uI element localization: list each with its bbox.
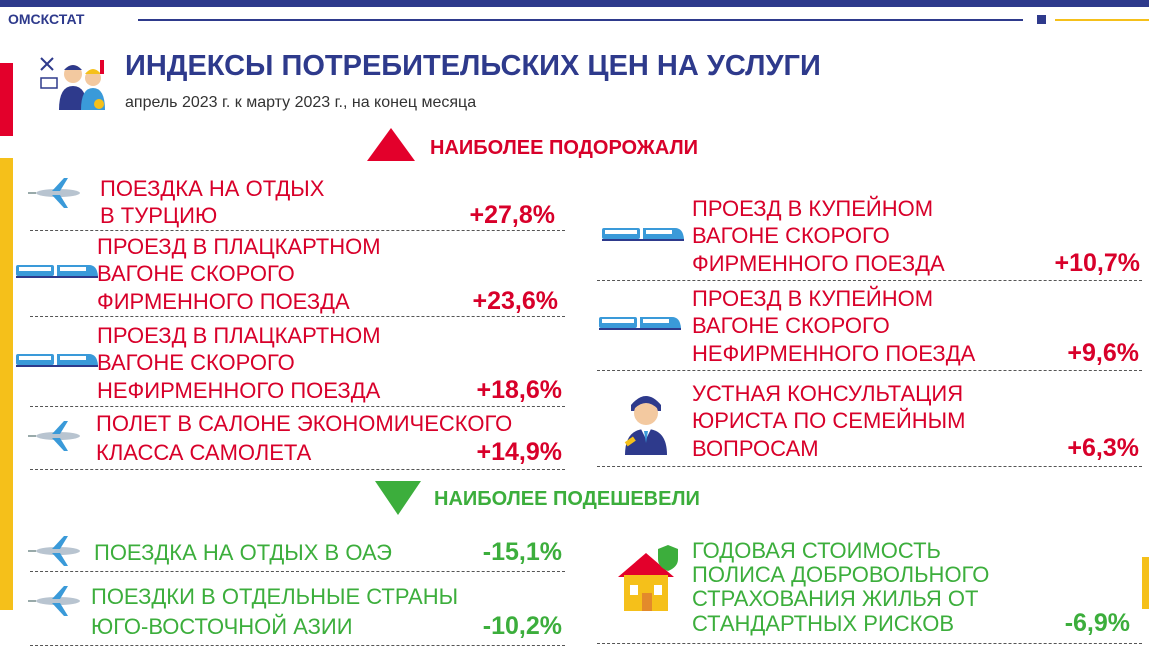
item-label: ПРОЕЗД В КУПЕЙНОМ (692, 286, 934, 311)
train-icon (599, 317, 681, 330)
item-label: УСТНАЯ КОНСУЛЬТАЦИЯ (692, 381, 964, 406)
item-label: ВОПРОСАМ (692, 436, 819, 461)
item-label: В ТУРЦИЮ (100, 203, 218, 228)
row-divider (597, 370, 1142, 371)
header-square (1037, 15, 1046, 24)
item-label: ПОЛЕТ В САЛОНЕ ЭКОНОМИЧЕСКОГО (96, 411, 513, 436)
item-value: +14,9% (476, 438, 563, 466)
item-label: ГОДОВАЯ СТОИМОСТЬ (692, 538, 941, 563)
item-label: ВАГОНЕ СКОРОГО (97, 350, 295, 375)
row-divider (30, 645, 565, 646)
item-label: ПОЛИСА ДОБРОВОЛЬНОГО (692, 562, 990, 587)
item-label: ПРОЕЗД В КУПЕЙНОМ (692, 196, 934, 221)
header-divider-accent (1055, 19, 1149, 21)
item-value: -6,9% (1064, 609, 1130, 637)
airplane-icon (28, 178, 80, 208)
row-divider (30, 571, 565, 572)
row-divider (597, 643, 1142, 644)
house-insurance-icon (618, 545, 678, 611)
page-subtitle: апрель 2023 г. к марту 2023 г., на конец… (125, 94, 477, 111)
row-divider (30, 316, 565, 317)
item-label: ВАГОНЕ СКОРОГО (97, 261, 295, 286)
airplane-icon (28, 421, 80, 451)
item-label: ФИРМЕННОГО ПОЕЗДА (97, 289, 350, 314)
item-value: -10,2% (482, 612, 562, 640)
item-label: ПОЕЗДКИ В ОТДЕЛЬНЫЕ СТРАНЫ (91, 584, 459, 609)
item-label: ПРОЕЗД В ПЛАЦКАРТНОМ (97, 234, 381, 259)
train-icon (16, 354, 98, 367)
item-label: КЛАССА САМОЛЕТА (96, 440, 312, 465)
item-value: -15,1% (482, 538, 562, 566)
item-value: +27,8% (469, 201, 556, 229)
increase-arrow-icon (367, 128, 415, 161)
side-strip-yellow-right (1142, 557, 1149, 609)
side-strip-red (0, 63, 13, 136)
row-divider (30, 230, 565, 231)
row-divider (597, 466, 1142, 467)
page-title: ИНДЕКСЫ ПОТРЕБИТЕЛЬСКИХ ЦЕН НА УСЛУГИ (125, 50, 821, 82)
train-icon (16, 265, 98, 278)
item-label: СТАНДАРТНЫХ РИСКОВ (692, 611, 955, 636)
train-icon (602, 228, 684, 241)
item-value: +10,7% (1054, 249, 1141, 277)
side-strip-yellow (0, 158, 13, 610)
row-divider (30, 469, 565, 470)
row-divider (597, 280, 1142, 281)
decrease-arrow-icon (375, 481, 421, 515)
increase-heading: НАИБОЛЕЕ ПОДОРОЖАЛИ (430, 137, 698, 159)
airplane-icon (28, 536, 80, 566)
item-value: +6,3% (1067, 434, 1139, 462)
item-value: +9,6% (1067, 339, 1139, 367)
item-label: ПРОЕЗД В ПЛАЦКАРТНОМ (97, 323, 381, 348)
item-label: ЮГО-ВОСТОЧНОЙ АЗИИ (91, 614, 353, 639)
item-label: ВАГОНЕ СКОРОГО (692, 313, 890, 338)
airplane-icon (28, 586, 80, 616)
top-bar (0, 0, 1149, 7)
brand-label: ОМСКСТАТ (8, 11, 85, 27)
lawyer-icon (624, 396, 667, 455)
item-value: +23,6% (472, 287, 559, 315)
item-label: НЕФИРМЕННОГО ПОЕЗДА (97, 378, 381, 403)
decrease-heading: НАИБОЛЕЕ ПОДЕШЕВЕЛИ (434, 488, 700, 510)
row-divider (30, 406, 565, 407)
item-value: +18,6% (476, 376, 563, 404)
item-label: НЕФИРМЕННОГО ПОЕЗДА (692, 341, 976, 366)
item-label: СТРАХОВАНИЯ ЖИЛЬЯ ОТ (692, 586, 979, 611)
item-label: ПОЕЗДКА НА ОТДЫХ В ОАЭ (94, 540, 392, 565)
item-label: ВАГОНЕ СКОРОГО (692, 223, 890, 248)
item-label: ЮРИСТА ПО СЕМЕЙНЫМ (692, 408, 966, 433)
item-label: ФИРМЕННОГО ПОЕЗДА (692, 251, 945, 276)
header-divider (138, 19, 1023, 21)
professions-icon (40, 57, 105, 110)
item-label: ПОЕЗДКА НА ОТДЫХ (100, 176, 325, 201)
